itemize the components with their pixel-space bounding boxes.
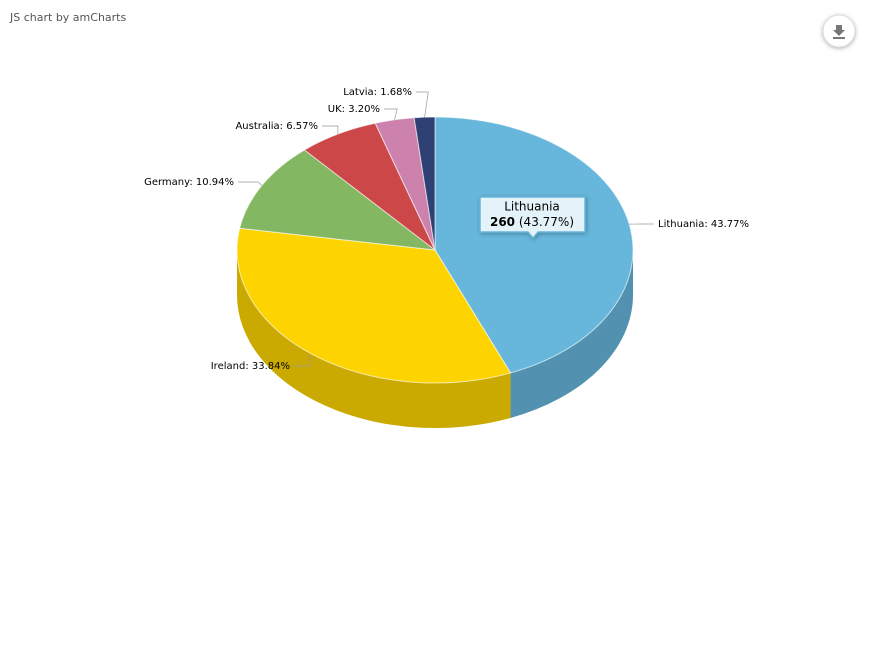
leader-line [384,108,398,120]
tooltip-box [479,196,586,240]
data-label: UK: 3.20% [328,104,380,115]
data-label: Lithuania: 43.77% [658,219,749,230]
slice-side [237,250,511,428]
slice [434,116,634,374]
leader-line [416,91,429,118]
tooltip-value-line: 260 (43.77%) [490,215,574,229]
leader-line [238,181,263,186]
tooltip-title: Lithuania [504,200,560,214]
slice [236,227,512,384]
tooltip-value: 260 [490,215,515,229]
tooltip-percent: (43.77%) [519,215,574,229]
credit: JS chart by amCharts [9,11,126,24]
slice-side [510,250,633,418]
download-button[interactable] [822,14,856,48]
leader-line [294,355,311,367]
data-label: Latvia: 1.68% [343,87,412,98]
data-label: Germany: 10.94% [144,177,234,188]
data-label: Australia: 6.57% [235,121,318,132]
data-label: Ireland: 33.84% [211,361,290,372]
leader-line [322,125,339,135]
